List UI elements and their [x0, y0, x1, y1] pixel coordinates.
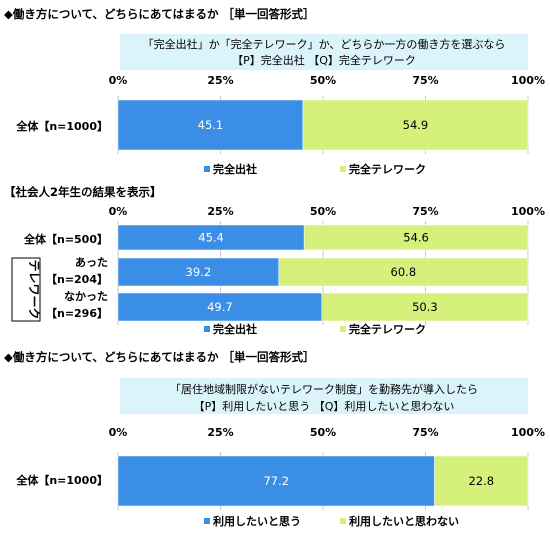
x-tick-label: 50% — [310, 426, 336, 439]
question-line: 【P】完全出社 【Q】完全テレワーク — [232, 53, 416, 67]
x-tick-label: 25% — [207, 205, 233, 218]
x-tick-label: 100% — [511, 426, 545, 439]
x-tick-label: 100% — [511, 205, 545, 218]
legend-label: 完全出社 — [213, 322, 257, 336]
bar-segment — [117, 99, 304, 151]
category-label: あった — [75, 256, 108, 269]
x-tick-label: 0% — [109, 426, 128, 439]
question-box — [120, 34, 528, 70]
category-label: 全体【n=500】 — [23, 232, 108, 246]
data-label: 45.1 — [198, 118, 224, 132]
x-tick-label: 0% — [109, 205, 128, 218]
legend-swatch — [340, 326, 346, 332]
category-label: 全体【n=1000】 — [15, 473, 108, 487]
data-label: 50.3 — [412, 300, 438, 314]
legend-swatch — [204, 166, 210, 172]
data-label: 22.8 — [468, 474, 494, 488]
data-label: 77.2 — [263, 474, 289, 488]
x-tick-label: 75% — [412, 74, 438, 87]
data-label: 60.8 — [391, 265, 417, 279]
question-line: 「居住地域制限がないテレワーク制度」を勤務先が導入したら — [170, 382, 478, 396]
data-label: 45.4 — [198, 231, 224, 245]
section-heading: ◆働き方について、どちらにあてはまるか ［単一回答形式］ — [4, 350, 314, 364]
bar-segment — [117, 455, 435, 507]
x-tick-label: 25% — [207, 74, 233, 87]
category-label: なかった — [64, 290, 108, 303]
x-tick-label: 75% — [412, 205, 438, 218]
section-heading: 【社会人2年生の結果を表示】 — [4, 185, 162, 199]
legend-label: 完全テレワーク — [349, 322, 426, 336]
bar-segment — [117, 224, 305, 251]
bar-segment — [117, 292, 323, 322]
question-box — [120, 378, 528, 414]
x-tick-label: 50% — [310, 205, 336, 218]
x-tick-label: 100% — [511, 74, 545, 87]
legend-label: 完全テレワーク — [349, 162, 426, 176]
legend-label: 利用したいと思う — [213, 514, 301, 528]
bar-segment — [321, 292, 529, 322]
x-tick-label: 75% — [412, 426, 438, 439]
x-tick-label: 50% — [310, 74, 336, 87]
category-label: 全体【n=1000】 — [15, 119, 108, 133]
data-label: 54.6 — [403, 231, 429, 245]
bar-segment — [278, 257, 529, 287]
legend-label: 利用したいと思わない — [349, 514, 459, 528]
legend-swatch — [204, 326, 210, 332]
legend-swatch — [340, 518, 346, 524]
group-label-box — [11, 257, 41, 322]
legend-swatch — [204, 518, 210, 524]
data-label: 54.9 — [403, 118, 429, 132]
bar-segment — [434, 455, 529, 507]
category-label: 【n=204】 — [46, 273, 108, 286]
x-tick-label: 0% — [109, 74, 128, 87]
data-label: 39.2 — [186, 265, 212, 279]
bar-segment — [303, 224, 529, 251]
legend-label: 完全出社 — [213, 162, 257, 176]
group-label: テレワーク — [27, 259, 41, 319]
category-label: 【n=296】 — [46, 307, 108, 320]
bar-segment — [117, 257, 279, 287]
data-label: 49.7 — [207, 300, 233, 314]
legend-swatch — [340, 166, 346, 172]
x-tick-label: 25% — [207, 426, 233, 439]
bar-segment — [302, 99, 529, 151]
section-heading: ◆働き方について、どちらにあてはまるか ［単一回答形式］ — [4, 7, 314, 21]
question-line: 「完全出社」か「完全テレワーク」か、どちらか一方の働き方を選ぶなら — [143, 37, 506, 51]
question-line: 【P】利用したいと思う 【Q】利用したいと思わない — [194, 400, 455, 413]
